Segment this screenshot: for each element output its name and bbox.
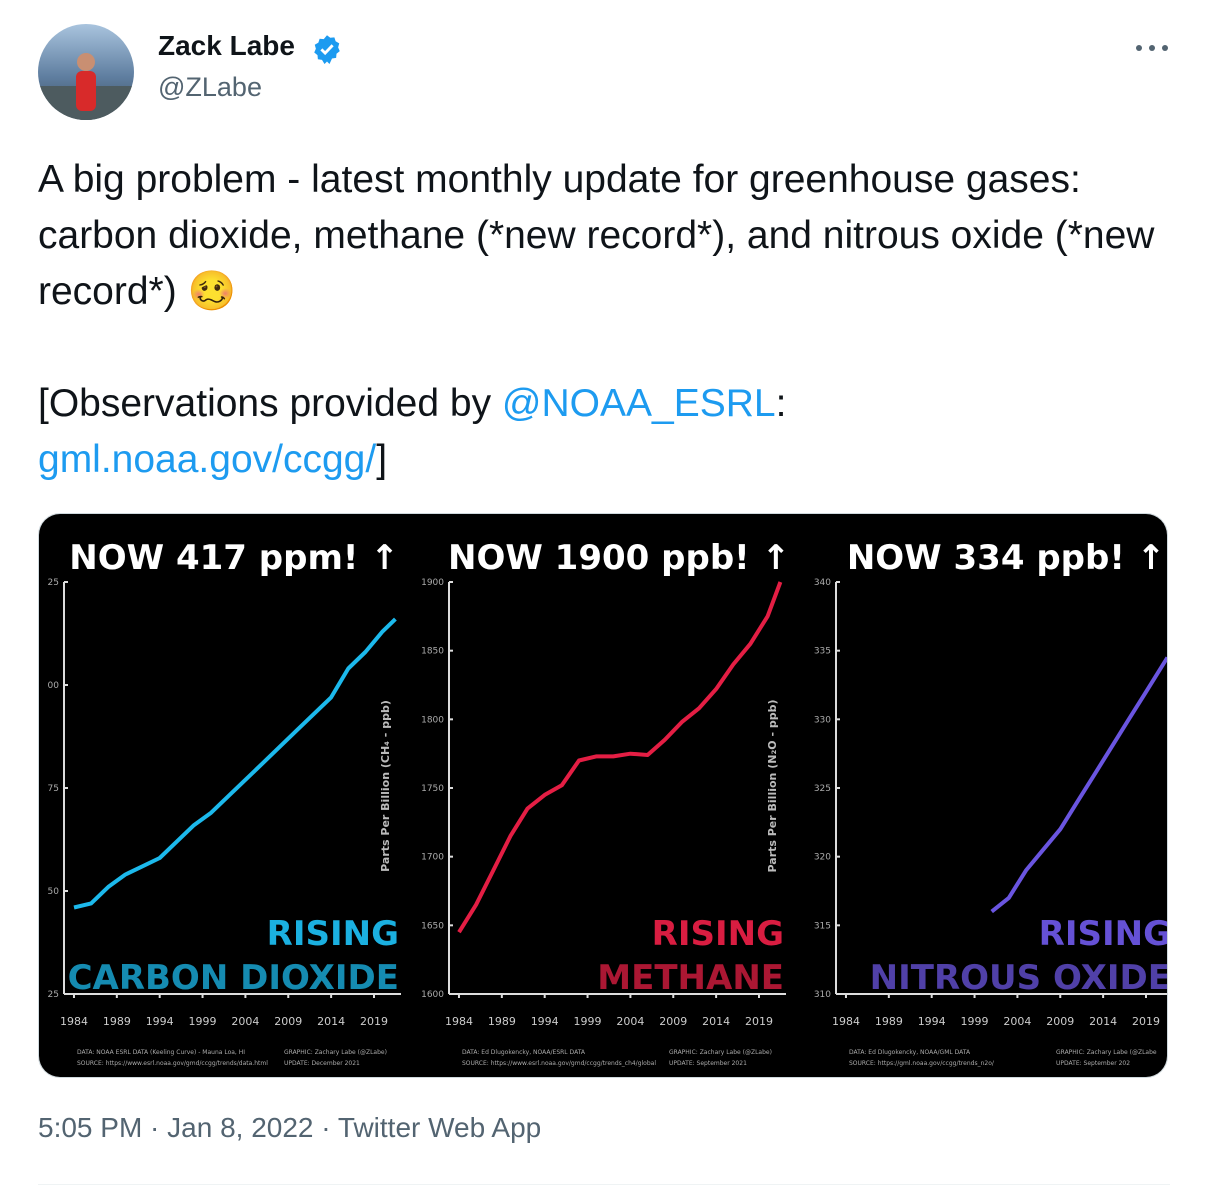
tweet-image[interactable]: NOW 417 ppm! ↑ 25 00 75 50 25 1984 1989 1994 1999…: [38, 513, 1168, 1078]
x-tick-label: 1999: [961, 1015, 989, 1028]
y-tick-label: 1800: [421, 715, 444, 725]
x-tick-label: 1994: [146, 1015, 174, 1028]
x-tick-label: 1984: [60, 1015, 88, 1028]
y-tick-label: 50: [48, 887, 60, 897]
y-axis-label: Parts Per Billion (N₂O - ppb): [766, 700, 779, 873]
avatar[interactable]: [38, 24, 134, 120]
x-tick-label: 1999: [574, 1015, 602, 1028]
footer-note: UPDATE: September 202: [1056, 1060, 1130, 1067]
tweet-text-part: [Observations provided by: [38, 382, 502, 425]
y-tick-label: 1750: [421, 784, 444, 794]
y-tick-label: 315: [814, 921, 831, 931]
x-tick-label: 2004: [1003, 1015, 1031, 1028]
chart-title: NOW 1900 ppb! ↑: [448, 538, 790, 578]
footer-note: SOURCE: https://www.esrl.noaa.gov/gmd/cc…: [462, 1060, 656, 1067]
footer-note: SOURCE: https://www.esrl.noaa.gov/gmd/cc…: [77, 1060, 268, 1067]
x-tick-label: 1989: [103, 1015, 131, 1028]
y-tick-label: 340: [814, 578, 831, 588]
y-tick-label: 1650: [421, 921, 444, 931]
x-tick-label: 1984: [445, 1015, 473, 1028]
footer-note: DATA: Ed Dlugokencky, NOAA/GML DATA: [849, 1049, 971, 1056]
y-tick-label: 320: [814, 853, 831, 863]
x-tick-label: 1994: [918, 1015, 946, 1028]
verified-badge: [314, 35, 340, 64]
y-tick-label: 325: [814, 784, 831, 794]
y-tick-label: 75: [48, 784, 59, 794]
footer-note: DATA: Ed Dlugokencky, NOAA/ESRL DATA: [462, 1049, 586, 1056]
x-tick-label: 2014: [702, 1015, 730, 1028]
y-tick-label: 310: [814, 990, 831, 1000]
chart-title: NOW 334 ppb! ↑: [847, 538, 1165, 578]
annotation: RISING: [267, 914, 399, 954]
x-tick-label: 1989: [875, 1015, 903, 1028]
footer-note: DATA: NOAA ESRL DATA (Keeling Curve) - M…: [77, 1049, 245, 1056]
x-tick-label: 2014: [317, 1015, 345, 1028]
x-tick-label: 2019: [360, 1015, 388, 1028]
charts: NOW 417 ppm! ↑ 25 00 75 50 25 1984 1989 1994 1999…: [39, 514, 1168, 1077]
x-tick-label: 1999: [189, 1015, 217, 1028]
x-tick-label: 2004: [231, 1015, 259, 1028]
data-line: [990, 656, 1167, 914]
x-tick-label: 2009: [659, 1015, 687, 1028]
x-tick-label: 1984: [832, 1015, 860, 1028]
footer-note: GRAPHIC: Zachary Labe (@ZLabe): [284, 1049, 387, 1056]
tweet-text-part: ]: [376, 438, 388, 481]
data-line: [457, 581, 783, 934]
tweet-text: A big problem - latest monthly update fo…: [38, 152, 1158, 488]
mention-link[interactable]: @NOAA_ESRL: [501, 382, 776, 425]
footer-note: GRAPHIC: Zachary Labe (@ZLabe: [1056, 1049, 1157, 1056]
x-tick-label: 2004: [616, 1015, 644, 1028]
y-tick-label: 25: [48, 578, 59, 588]
y-axis-label: Parts Per Billion (CH₄ - ppb): [379, 700, 392, 872]
x-tick-label: 2009: [274, 1015, 302, 1028]
x-tick-label: 2009: [1046, 1015, 1074, 1028]
author-name[interactable]: Zack Labe: [158, 30, 295, 61]
y-tick-label: 1600: [421, 990, 444, 1000]
y-tick-label: 1700: [421, 853, 444, 863]
annotation: RISING: [1039, 914, 1168, 954]
y-tick-label: 25: [48, 990, 59, 1000]
timestamp[interactable]: 5:05 PM · Jan 8, 2022 · Twitter Web App: [38, 1112, 542, 1143]
chart-title: NOW 417 ppm! ↑: [69, 538, 398, 578]
footer-note: GRAPHIC: Zachary Labe (@ZLabe): [669, 1049, 772, 1056]
footer-note: UPDATE: September 2021: [669, 1060, 747, 1067]
y-tick-label: 330: [814, 715, 831, 725]
y-tick-label: 335: [814, 647, 831, 657]
x-tick-label: 2019: [745, 1015, 773, 1028]
x-tick-label: 1994: [531, 1015, 559, 1028]
tweet-paragraph: A big problem - latest monthly update fo…: [38, 158, 1155, 313]
annotation: NITROUS OXIDE: [870, 958, 1168, 998]
y-tick-label: 1900: [421, 578, 444, 588]
y-tick-label: 1850: [421, 647, 444, 657]
footer-note: UPDATE: December 2021: [284, 1060, 360, 1067]
annotation: RISING: [652, 914, 784, 954]
divider: [38, 1184, 1170, 1185]
footer-note: SOURCE: https://gml.noaa.gov/ccgg/trends…: [849, 1060, 995, 1067]
annotation: METHANE: [597, 958, 784, 998]
x-tick-label: 2014: [1089, 1015, 1117, 1028]
y-tick-label: 00: [48, 681, 60, 691]
more-menu[interactable]: [1134, 40, 1170, 56]
data-line: [73, 617, 397, 910]
author-handle[interactable]: @ZLabe: [158, 72, 262, 102]
tweet-text-part: :: [775, 382, 787, 425]
annotation: CARBON DIOXIDE: [68, 958, 399, 998]
url-link[interactable]: gml.noaa.gov/ccgg/: [38, 438, 377, 481]
x-tick-label: 2019: [1132, 1015, 1160, 1028]
x-tick-label: 1989: [488, 1015, 516, 1028]
